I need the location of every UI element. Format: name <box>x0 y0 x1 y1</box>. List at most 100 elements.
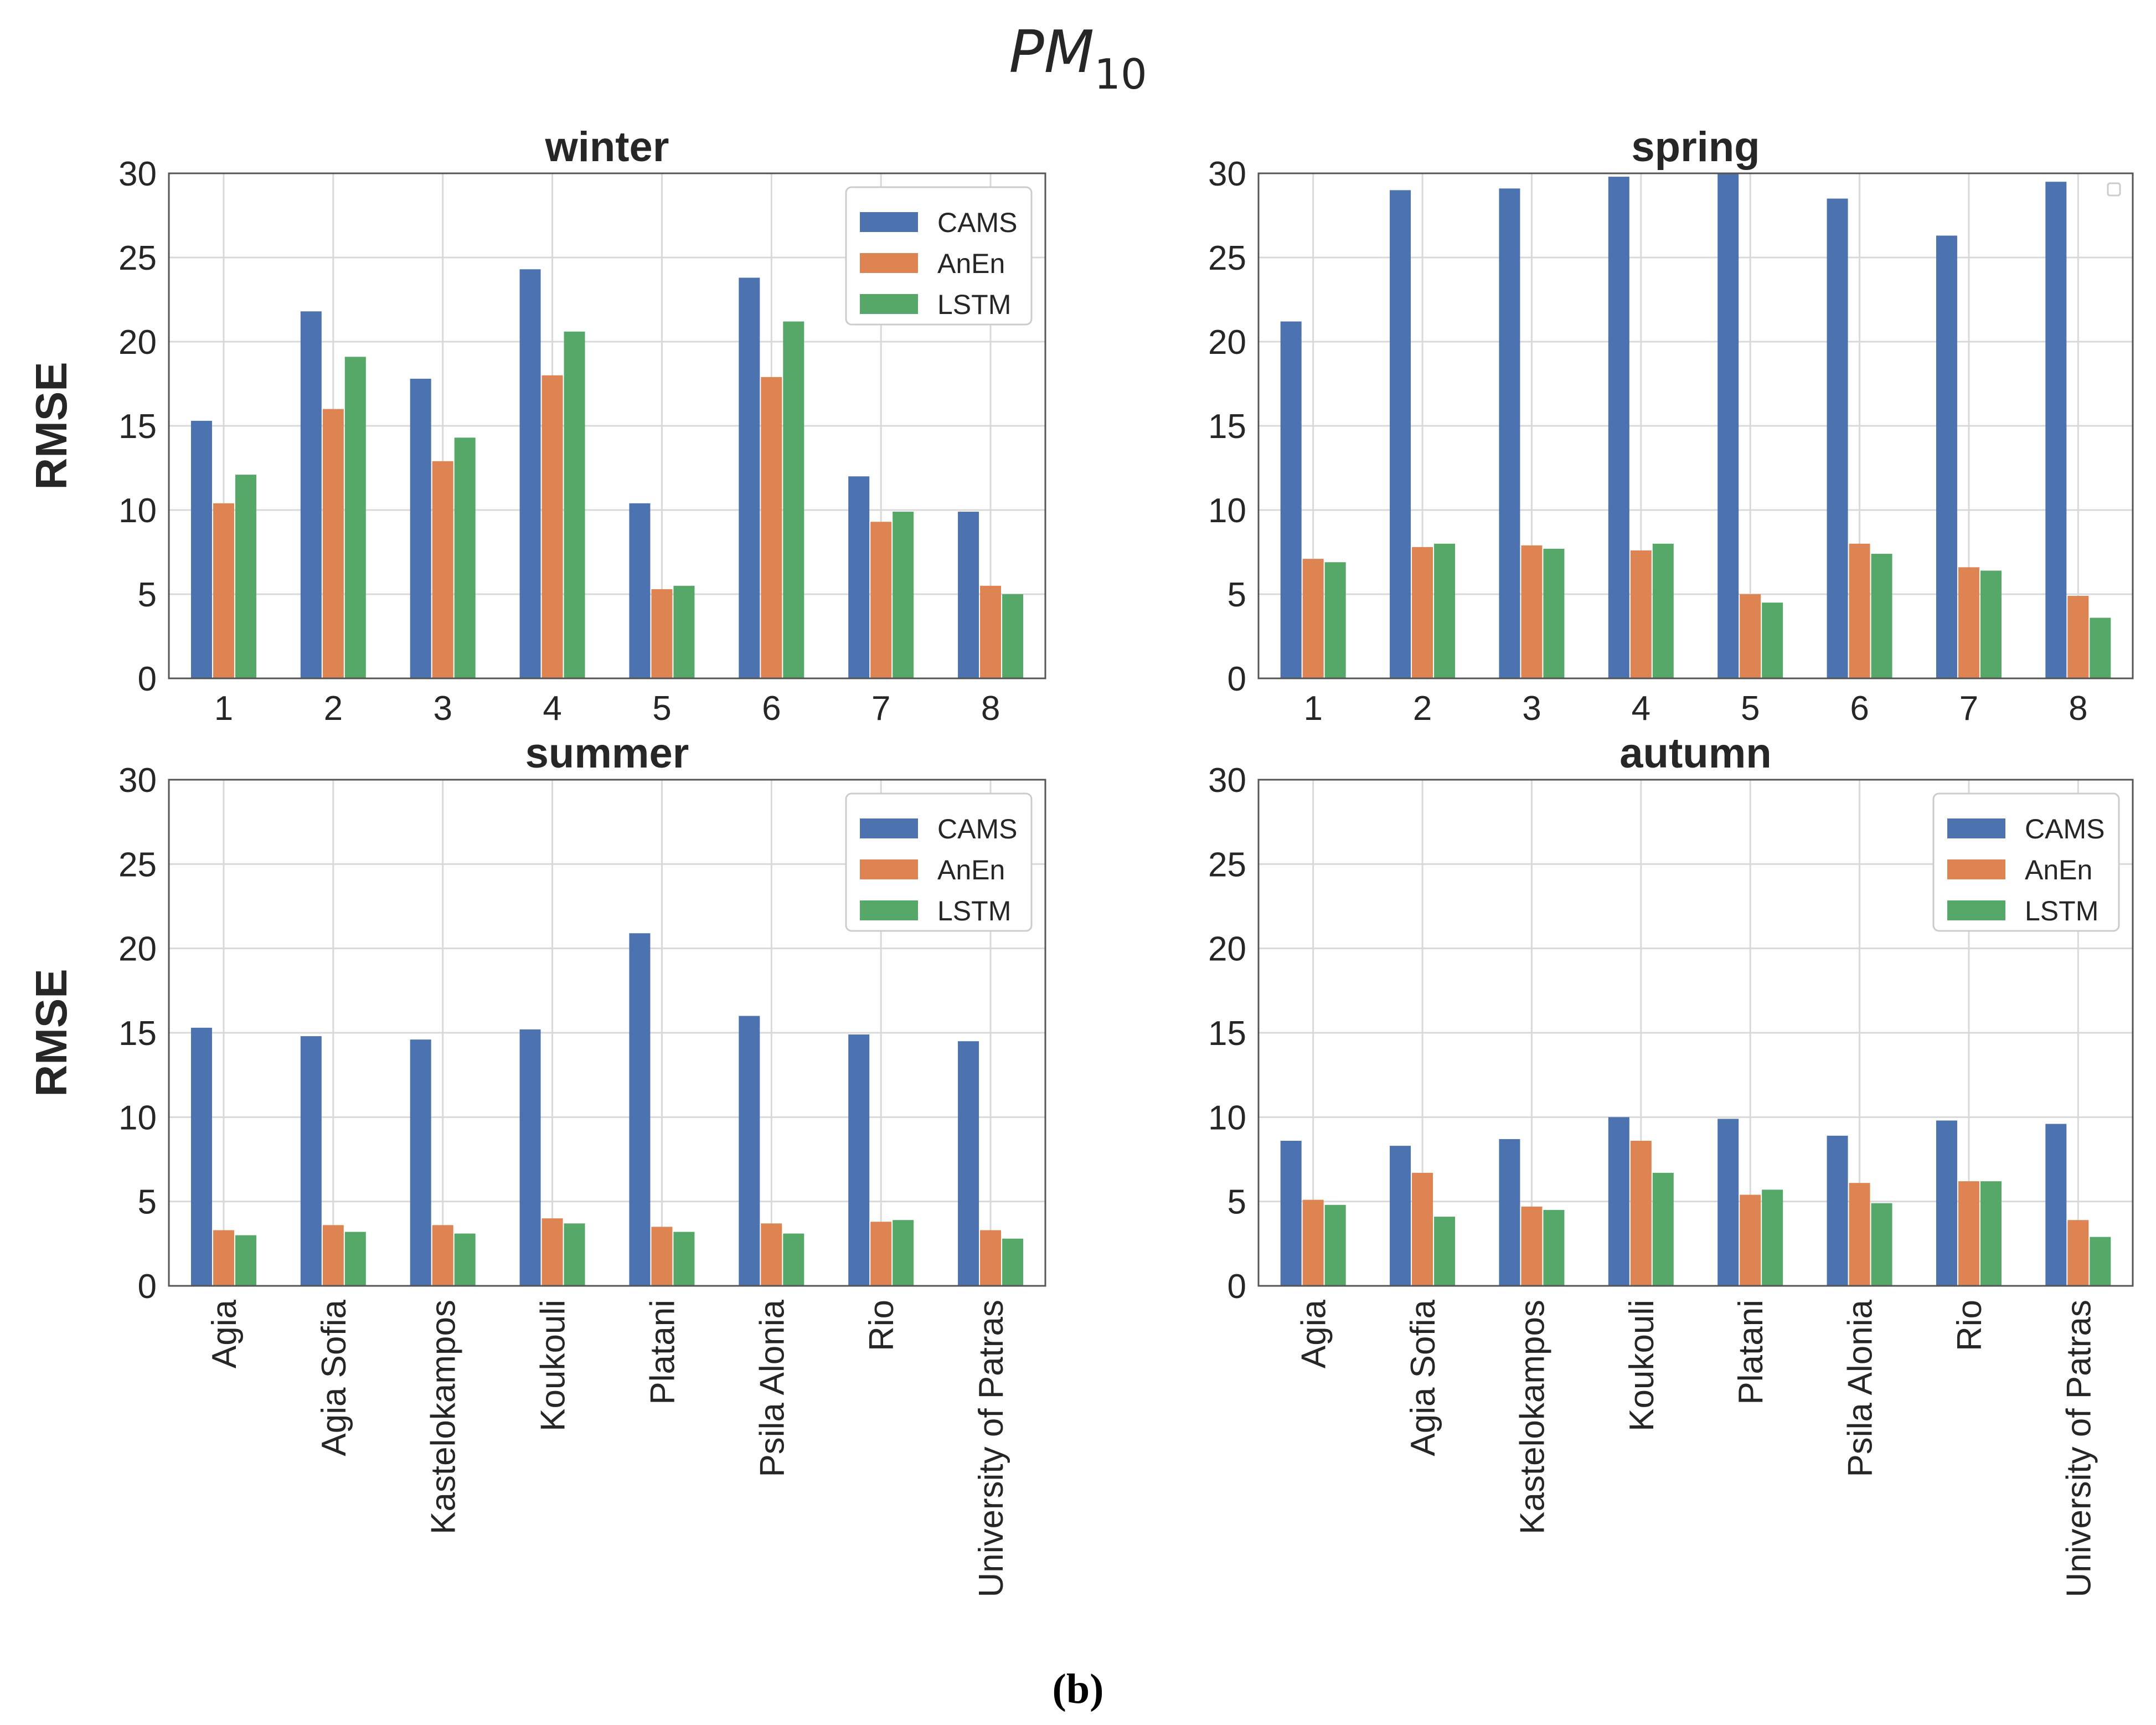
x-tick-label: 5 <box>1741 689 1760 728</box>
bar-cams-3 <box>410 378 431 678</box>
bar-lstm-6 <box>1871 554 1892 678</box>
panel-title: autumn <box>1619 730 1771 777</box>
bar-lstm-1 <box>235 475 256 678</box>
bar-anen-3 <box>1521 1206 1543 1286</box>
y-tick-label: 25 <box>1208 239 1246 277</box>
y-tick-label: 15 <box>118 1015 157 1053</box>
bar-cams-2 <box>1390 1146 1411 1286</box>
plot-frame <box>1257 779 2134 1287</box>
x-tick-label: 8 <box>981 689 1000 728</box>
x-tick-label: Koukouli <box>534 1300 572 1432</box>
x-tick-label: Agia Sofia <box>1404 1299 1442 1456</box>
bar-cams-5 <box>1717 1119 1739 1286</box>
bar-lstm-4 <box>564 1223 585 1286</box>
bar-anen-4 <box>1630 1140 1652 1286</box>
legend-swatch-anen <box>860 859 918 879</box>
legend-label: CAMS <box>937 813 1017 845</box>
x-tick-label: Platani <box>643 1300 682 1405</box>
figure-title-subscript: 10 <box>1094 50 1147 99</box>
x-tick-label: Agia <box>1295 1299 1333 1368</box>
bar-cams-6 <box>1827 198 1848 679</box>
bar-anen-6 <box>1849 1183 1870 1286</box>
x-tick-label: Agia Sofia <box>315 1299 353 1456</box>
x-tick-label: Agia <box>205 1299 244 1368</box>
legend-label: AnEn <box>2025 854 2092 885</box>
y-tick-label: 5 <box>138 1183 157 1222</box>
bar-cams-2 <box>300 1036 322 1286</box>
bar-cams-3 <box>410 1039 431 1286</box>
bar-anen-8 <box>2067 1220 2089 1286</box>
bar-cams-4 <box>519 269 541 678</box>
legend-label: CAMS <box>2025 813 2105 845</box>
panel-title: spring <box>1631 123 1760 171</box>
x-tick-label: 2 <box>324 689 343 728</box>
bar-anen-3 <box>1521 545 1543 678</box>
bar-lstm-7 <box>893 1220 914 1286</box>
y-tick-label: 10 <box>118 492 157 530</box>
bar-lstm-8 <box>1002 594 1024 678</box>
y-tick-label: 0 <box>138 1268 157 1306</box>
x-tick-label: Psila Alonia <box>753 1299 791 1477</box>
bar-lstm-6 <box>783 321 804 678</box>
bar-cams-1 <box>190 420 212 678</box>
bar-anen-8 <box>980 585 1002 678</box>
bar-lstm-8 <box>2090 617 2111 678</box>
bar-cams-7 <box>848 1034 870 1286</box>
bar-lstm-5 <box>673 585 695 678</box>
x-tick-label: 4 <box>1632 689 1650 728</box>
bar-lstm-4 <box>1652 1172 1674 1286</box>
bar-lstm-4 <box>564 331 585 678</box>
bar-cams-4 <box>1608 177 1629 679</box>
bar-lstm-2 <box>1434 543 1456 678</box>
bar-anen-7 <box>1958 567 1979 678</box>
legend-label: AnEn <box>937 248 1005 279</box>
chart-summer: 0 5 10 15 20 25 30 Agia Agia Sofia Kastelokampos K… <box>27 730 1046 1598</box>
legend-label: LSTM <box>937 895 1011 926</box>
y-tick-label: 15 <box>1208 408 1246 446</box>
bar-cams-8 <box>2045 1124 2067 1286</box>
x-tick-label: 3 <box>1522 689 1541 728</box>
bar-lstm-3 <box>454 437 476 678</box>
bar-lstm-5 <box>1762 1190 1783 1286</box>
x-tick-label: 7 <box>871 689 890 728</box>
legend-swatch-cams <box>860 212 918 232</box>
legend-swatch-lstm <box>860 294 918 314</box>
bar-cams-7 <box>1936 235 1957 679</box>
y-tick-label: 0 <box>1227 1268 1246 1306</box>
panel-title: winter <box>545 123 669 171</box>
bar-cams-8 <box>2045 182 2067 678</box>
plot-frame <box>168 172 1046 679</box>
y-tick-label: 30 <box>1208 155 1246 193</box>
bar-anen-5 <box>651 1227 673 1286</box>
y-tick-label: 30 <box>1208 761 1246 800</box>
x-tick-label: 8 <box>2069 689 2087 728</box>
bar-cams-1 <box>1280 321 1302 678</box>
y-tick-label: 30 <box>118 155 157 193</box>
bar-anen-8 <box>2067 596 2089 678</box>
bar-cams-1 <box>190 1027 212 1286</box>
legend-label: LSTM <box>937 289 1011 320</box>
x-tick-label: Kastelokampos <box>1513 1300 1551 1535</box>
y-tick-label: 25 <box>118 846 157 884</box>
bar-lstm-8 <box>2090 1237 2111 1286</box>
bar-lstm-6 <box>1871 1203 1892 1286</box>
bar-cams-1 <box>1280 1140 1302 1286</box>
x-tick-label: 1 <box>1303 689 1322 728</box>
bar-anen-8 <box>980 1230 1002 1286</box>
bar-lstm-7 <box>1980 1181 2002 1286</box>
bar-cams-5 <box>629 503 651 678</box>
y-axis-label: RMSE <box>27 362 76 490</box>
y-tick-label: 20 <box>1208 323 1246 362</box>
x-tick-label: 2 <box>1413 689 1432 728</box>
bar-cams-4 <box>1608 1117 1629 1286</box>
chart-winter: 0 5 10 15 20 25 30 1 2 3 4 5 6 7 8 winter RMSE CAMS AnEn LS… <box>27 123 1046 728</box>
y-tick-label: 0 <box>138 660 157 698</box>
x-tick-label: 1 <box>214 689 233 728</box>
legend-label: AnEn <box>937 854 1005 885</box>
legend: CAMS AnEn LSTM <box>1932 792 2120 932</box>
bar-anen-7 <box>1958 1181 1979 1286</box>
bar-lstm-3 <box>454 1233 476 1286</box>
chart-autumn: 0 5 10 15 20 25 30 Agia Agia Sofia Kastelokampos K… <box>1208 730 2134 1598</box>
legend-swatch-lstm <box>1947 900 2005 920</box>
bar-anen-3 <box>432 461 453 678</box>
